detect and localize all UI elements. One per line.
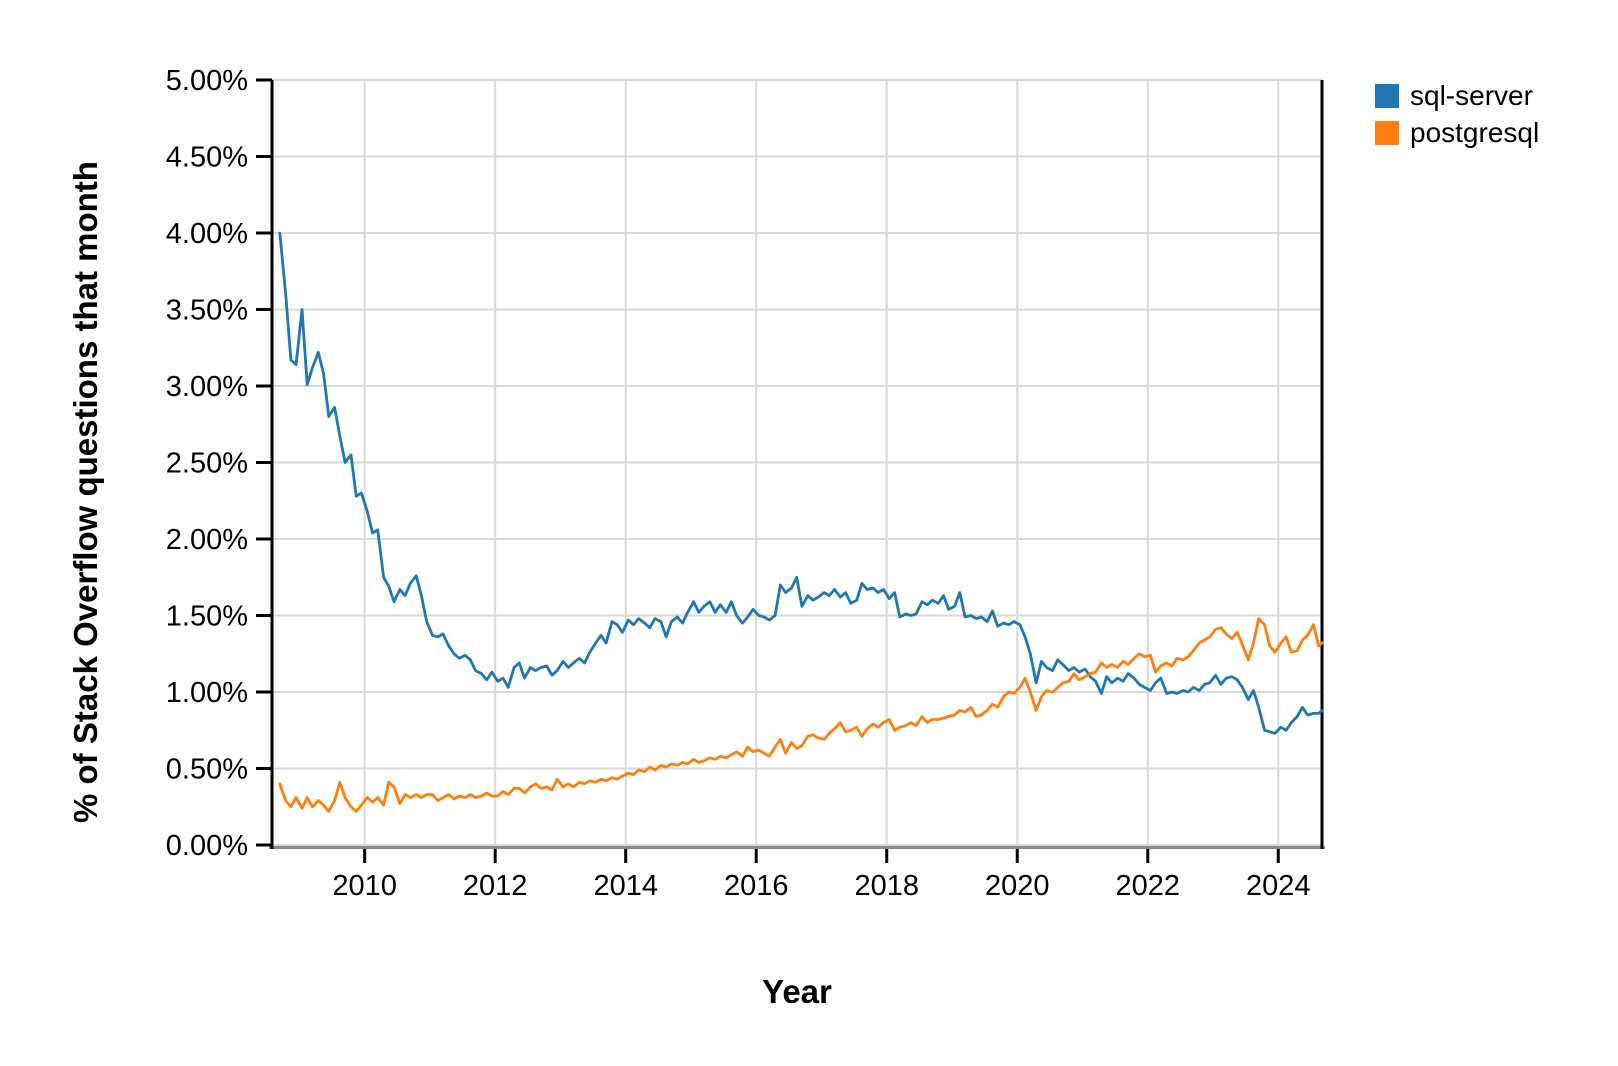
y-tick-label: 4.00% [166,218,248,250]
y-tick-label: 5.00% [166,65,248,97]
y-tick-label: 3.00% [166,371,248,403]
y-tick-label: 0.00% [166,830,248,862]
y-axis-title: % of Stack Overflow questions that month [67,161,104,823]
legend-item-postgresql: postgresql [1375,117,1540,148]
x-tick-label: 2010 [332,870,397,902]
legend-item-sql-server: sql-server [1375,80,1539,111]
legend-label-sql-server: sql-server [1410,80,1533,111]
legend-swatch-postgresql-icon [1375,121,1399,145]
x-tick-label: 2020 [985,870,1050,902]
y-tick-label: 2.00% [166,524,248,556]
x-axis-title: Year [762,973,832,1010]
series-line-sql-server [278,231,1324,735]
x-tick-label: 2016 [724,870,789,902]
y-tick-label: 0.50% [166,754,248,786]
x-tick-label: 2014 [593,870,658,902]
y-tick-label: 4.50% [166,142,248,174]
x-tick-label: 2012 [463,870,528,902]
legend: sql-server postgresql [1375,80,1540,148]
series-line-postgresql [278,617,1324,813]
x-tick-label: 2024 [1246,870,1311,902]
y-tick-label: 1.50% [166,601,248,633]
legend-label-postgresql: postgresql [1410,117,1540,148]
y-tick-label: 2.50% [166,448,248,480]
y-tick-label: 3.50% [166,295,248,327]
x-tick-label: 2022 [1116,870,1181,902]
x-tick-label: 2018 [854,870,919,902]
y-tick-label: 1.00% [166,677,248,709]
legend-swatch-sql-server-icon [1375,84,1399,108]
